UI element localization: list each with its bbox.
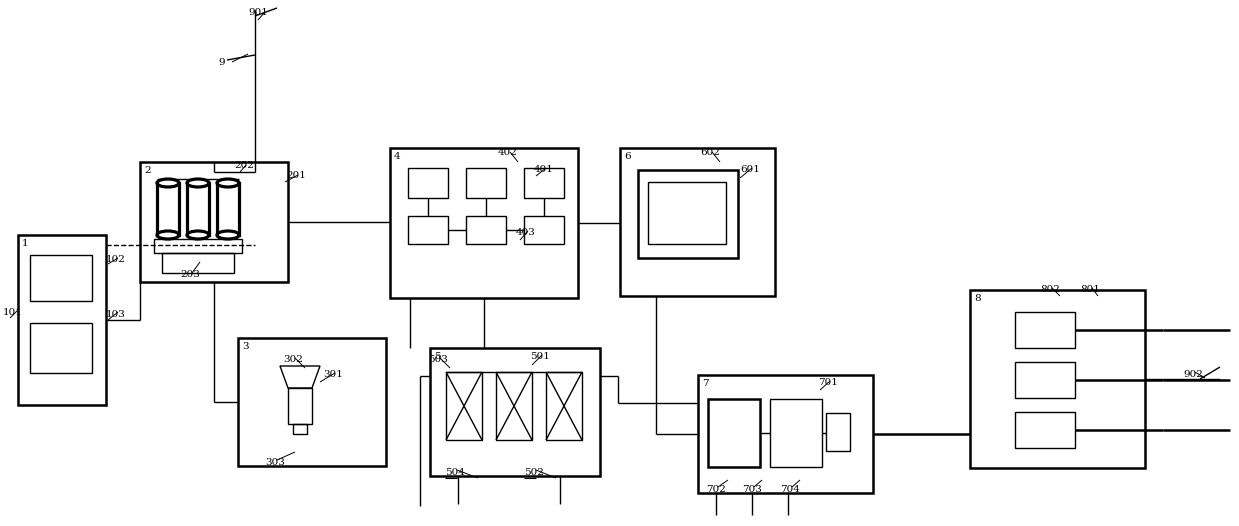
Text: 301: 301 — [323, 370, 343, 379]
Bar — [638, 170, 738, 258]
Text: 5: 5 — [434, 352, 441, 361]
Text: 303: 303 — [265, 458, 285, 467]
Ellipse shape — [217, 231, 239, 239]
Text: 704: 704 — [781, 485, 800, 494]
Bar — [154, 239, 242, 253]
Bar — [466, 168, 506, 198]
Bar — [1015, 312, 1075, 348]
Text: 7: 7 — [703, 379, 709, 388]
Text: 601: 601 — [740, 165, 760, 174]
Bar — [30, 255, 92, 301]
Text: 401: 401 — [534, 165, 554, 174]
Text: 101: 101 — [2, 308, 22, 317]
Text: 202: 202 — [234, 161, 254, 170]
Text: 901: 901 — [248, 8, 268, 17]
Text: 701: 701 — [818, 378, 838, 387]
Bar — [466, 216, 506, 244]
Bar — [187, 183, 209, 235]
Text: 602: 602 — [700, 148, 720, 157]
Bar — [648, 182, 726, 244]
Bar — [707, 399, 760, 467]
Text: 103: 103 — [107, 310, 126, 319]
Text: 802: 802 — [1040, 285, 1059, 294]
Bar — [30, 323, 92, 373]
Text: 703: 703 — [742, 485, 762, 494]
Text: 302: 302 — [282, 355, 302, 364]
Bar — [546, 372, 582, 440]
Bar — [287, 388, 312, 424]
Ellipse shape — [187, 231, 209, 239]
Ellipse shape — [217, 179, 239, 187]
Text: 1: 1 — [22, 239, 28, 248]
Bar — [620, 148, 776, 296]
Bar — [524, 168, 564, 198]
Text: 502: 502 — [524, 468, 544, 477]
Text: 503: 503 — [427, 355, 447, 364]
Bar — [496, 372, 532, 440]
Bar — [140, 162, 287, 282]
Text: 403: 403 — [515, 228, 536, 237]
Text: 504: 504 — [445, 468, 465, 477]
Bar — [1015, 362, 1075, 398]
Text: 3: 3 — [242, 342, 249, 351]
Bar — [217, 183, 239, 235]
Text: 902: 902 — [1183, 370, 1203, 379]
Bar — [446, 372, 482, 440]
Text: 102: 102 — [107, 255, 126, 264]
Bar — [430, 348, 600, 476]
Bar — [157, 183, 178, 235]
Text: 2: 2 — [144, 166, 151, 175]
Text: 4: 4 — [394, 152, 400, 161]
Bar — [1015, 412, 1075, 448]
Bar — [826, 413, 850, 451]
Bar — [19, 235, 107, 405]
Text: 501: 501 — [530, 352, 550, 361]
Text: 402: 402 — [498, 148, 518, 157]
Text: 6: 6 — [624, 152, 631, 161]
Bar — [408, 168, 449, 198]
Bar — [769, 399, 821, 467]
Text: 203: 203 — [180, 270, 199, 279]
Bar — [698, 375, 873, 493]
Bar — [970, 290, 1145, 468]
Ellipse shape — [187, 179, 209, 187]
Bar — [162, 253, 234, 273]
Text: 8: 8 — [974, 294, 980, 303]
Bar — [524, 216, 564, 244]
Text: 9: 9 — [218, 58, 224, 67]
Bar — [292, 424, 307, 434]
Polygon shape — [280, 366, 320, 388]
Ellipse shape — [157, 231, 178, 239]
Text: 201: 201 — [286, 171, 306, 180]
Bar — [238, 338, 387, 466]
Bar — [408, 216, 449, 244]
Text: 702: 702 — [706, 485, 726, 494]
Bar — [390, 148, 579, 298]
Ellipse shape — [157, 179, 178, 187]
Text: 801: 801 — [1080, 285, 1100, 294]
